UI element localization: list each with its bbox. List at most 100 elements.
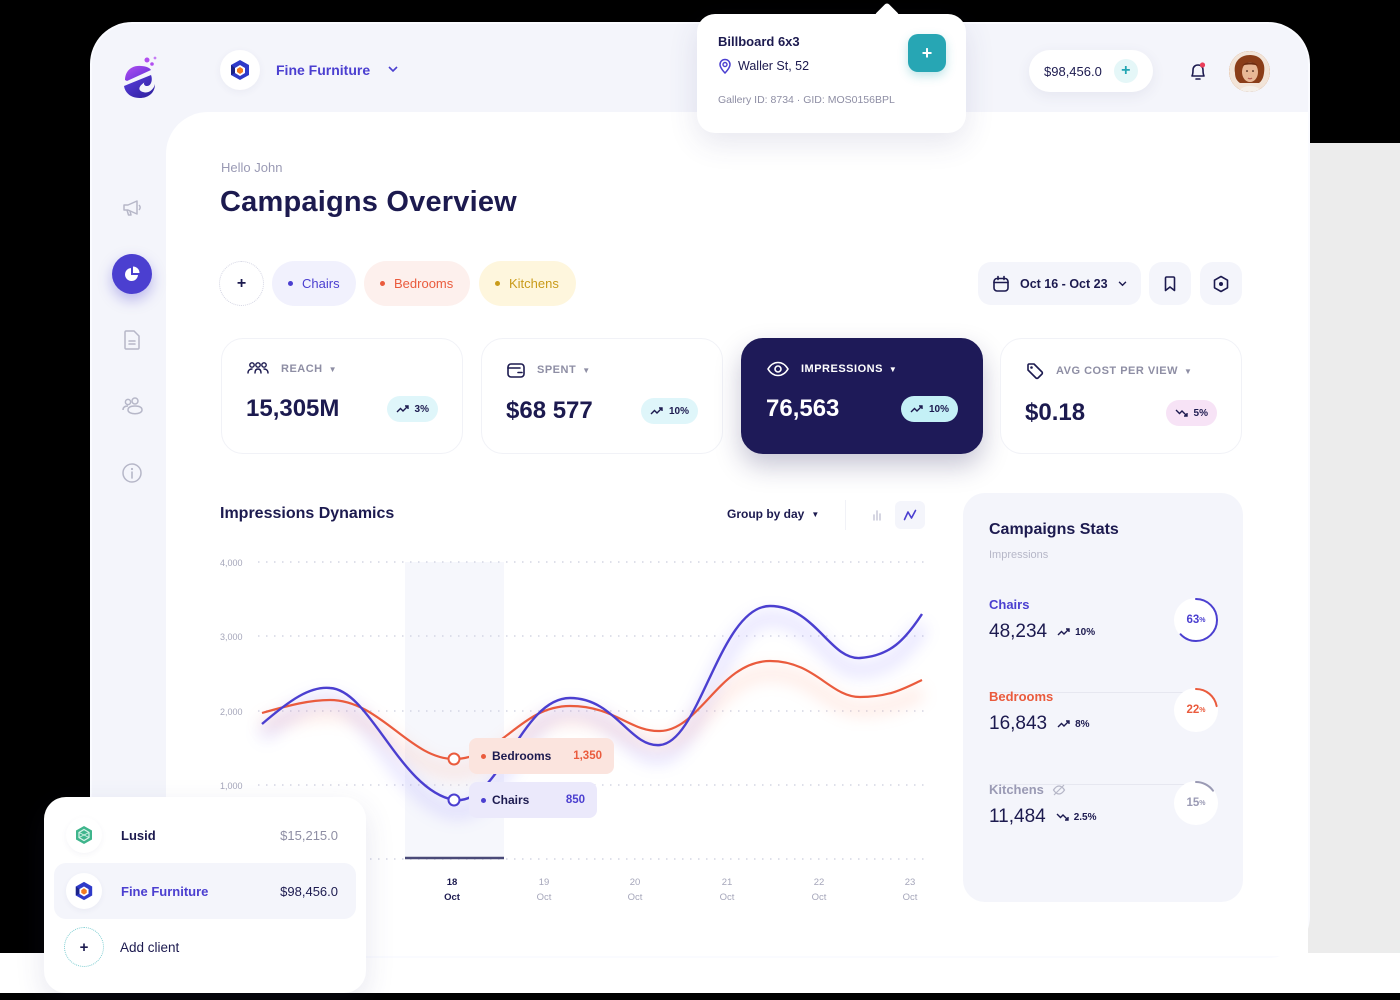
y-tick: 4,000 xyxy=(220,558,243,568)
x-tick[interactable]: 19 Oct xyxy=(536,877,552,903)
client-amount: $15,215.0 xyxy=(280,827,338,843)
caret-down-icon[interactable]: ▼ xyxy=(888,364,898,374)
trend-up-icon xyxy=(1057,720,1070,728)
campaigns-stats-panel: Campaigns Stats Impressions Chairs 48,23… xyxy=(963,493,1243,902)
client-logo xyxy=(220,50,260,90)
hexagon-settings-icon xyxy=(1213,275,1229,292)
tooltip-bedrooms: Bedrooms 1,350 xyxy=(469,738,614,774)
caret-down-icon[interactable]: ▼ xyxy=(1183,366,1193,376)
x-tick[interactable]: 23 Oct xyxy=(902,877,918,903)
greeting: Hello John xyxy=(221,160,283,175)
impressions-line-chart[interactable]: 4,000 3,000 2,000 1,000 xyxy=(210,545,940,875)
kpi-label: SPENT xyxy=(537,364,577,376)
add-funds-button[interactable]: + xyxy=(1113,59,1138,83)
megaphone-icon xyxy=(123,200,141,216)
kpi-value: $0.18 xyxy=(1025,399,1086,426)
trend-value: 10% xyxy=(928,403,949,415)
caret-down-icon[interactable]: ▼ xyxy=(328,364,338,374)
x-tick[interactable]: 21 Oct xyxy=(719,877,735,903)
kpi-card-impressions[interactable]: IMPRESSIONS ▼ 76,563 10% xyxy=(741,338,983,454)
bookmark-button[interactable] xyxy=(1149,262,1191,305)
sidebar-item-campaigns[interactable] xyxy=(112,188,152,228)
progress-ring xyxy=(1174,781,1218,825)
fine-furniture-logo-icon xyxy=(231,60,249,80)
document-icon xyxy=(124,330,140,350)
tooltip-value: 1,350 xyxy=(573,750,602,762)
stat-percent: 15% xyxy=(1186,797,1206,809)
billboard-add-button[interactable]: + xyxy=(908,34,946,72)
bookmark-icon xyxy=(1164,275,1176,291)
date-range-label: Oct 16 - Oct 23 xyxy=(1020,276,1108,291)
x-tick[interactable]: 20 Oct xyxy=(627,877,643,903)
chevron-down-icon xyxy=(1118,280,1126,286)
trend-down-icon xyxy=(1056,813,1069,821)
trend-badge: 10% xyxy=(900,396,958,422)
billboard-address: Waller St, 52 xyxy=(718,58,945,74)
tooltip-chairs: Chairs 850 xyxy=(469,782,597,818)
line-chart-icon xyxy=(903,509,917,521)
kpi-label: REACH xyxy=(281,363,323,375)
settings-button[interactable] xyxy=(1200,262,1242,305)
trend-value: 5% xyxy=(1193,407,1208,419)
bar-chart-icon xyxy=(873,510,881,521)
kpi-card-avg-cost[interactable]: AVG COST PER VIEW ▼ $0.18 5% xyxy=(1000,338,1242,454)
hidden-eye-icon[interactable] xyxy=(1052,784,1066,796)
stat-name: Chairs xyxy=(989,597,1030,612)
pie-chart-icon xyxy=(125,266,140,281)
filter-chip-chairs[interactable]: Chairs xyxy=(272,261,356,306)
kpi-card-spent[interactable]: SPENT ▼ $68 577 10% xyxy=(481,338,723,454)
stat-trend: 10% xyxy=(1057,627,1095,638)
client-item-lusid[interactable]: Lusid $15,215.0 xyxy=(54,807,356,863)
trend-up-icon xyxy=(650,407,663,415)
stat-trend: 8% xyxy=(1057,719,1090,730)
legend-dot xyxy=(481,753,486,759)
kpi-card-reach[interactable]: REACH ▼ 15,305M 3% xyxy=(221,338,463,454)
stat-value: 48,234 xyxy=(989,621,1048,642)
chairs-line xyxy=(261,604,924,802)
trend-value: 10% xyxy=(668,405,689,417)
balance-pill: $98,456.0 + xyxy=(1029,50,1153,92)
kpi-value: 76,563 xyxy=(766,395,840,422)
users-icon xyxy=(122,397,143,415)
chairs-point xyxy=(447,793,461,807)
stat-value: 16,843 xyxy=(989,713,1048,734)
x-tick[interactable]: 18 Oct xyxy=(444,877,460,903)
client-name: Fine Furniture xyxy=(276,62,371,78)
sidebar-item-audience[interactable] xyxy=(112,387,152,427)
stat-item-chairs[interactable]: Chairs 48,234 10% 63% xyxy=(989,597,1221,693)
x-tick[interactable]: 22 Oct xyxy=(811,877,827,903)
add-filter-button[interactable]: + xyxy=(219,261,264,306)
caret-down-icon[interactable]: ▼ xyxy=(582,365,591,375)
bar-view-button[interactable] xyxy=(862,501,892,529)
sidebar-item-documents[interactable] xyxy=(112,320,152,360)
filter-chip-kitchens[interactable]: Kitchens xyxy=(479,261,576,306)
balance-value: $98,456.0 xyxy=(1044,63,1102,79)
client-amount: $98,456.0 xyxy=(280,883,338,899)
stats-subtitle: Impressions xyxy=(989,549,1049,561)
page-title: Campaigns Overview xyxy=(220,186,517,218)
user-avatar[interactable] xyxy=(1229,51,1270,92)
chip-dot xyxy=(495,281,500,286)
kpi-value: 15,305M xyxy=(246,395,340,422)
bell-icon[interactable] xyxy=(1186,60,1210,84)
sidebar-item-analytics[interactable] xyxy=(112,254,152,294)
group-by-dropdown[interactable]: Group by day ▼ xyxy=(727,507,819,521)
filter-chip-bedrooms[interactable]: Bedrooms xyxy=(364,261,470,306)
client-switcher[interactable]: Fine Furniture xyxy=(220,50,398,90)
sidebar-item-info[interactable] xyxy=(112,453,152,493)
trend-up-icon xyxy=(396,405,409,413)
tooltip-value: 850 xyxy=(565,794,585,806)
client-item-fine-furniture[interactable]: Fine Furniture $98,456.0 xyxy=(54,863,356,919)
brand-logo[interactable] xyxy=(121,56,161,100)
date-range-picker[interactable]: Oct 16 - Oct 23 xyxy=(978,262,1141,305)
stat-item-kitchens[interactable]: Kitchens 11,484 2.5% 15% xyxy=(989,781,1221,874)
stat-item-bedrooms[interactable]: Bedrooms 16,843 8% 22% xyxy=(989,688,1221,785)
kpi-label: IMPRESSIONS xyxy=(801,363,883,375)
trend-badge: 5% xyxy=(1165,400,1217,426)
add-client-button[interactable]: + Add client xyxy=(54,919,356,975)
calendar-icon xyxy=(993,275,1009,292)
line-view-button[interactable] xyxy=(895,501,925,529)
chip-label: Kitchens xyxy=(509,276,559,291)
trend-badge: 10% xyxy=(640,398,698,424)
chart-title: Impressions Dynamics xyxy=(220,505,395,522)
